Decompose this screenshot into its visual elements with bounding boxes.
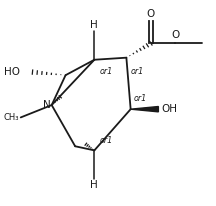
Text: HO: HO <box>4 67 20 77</box>
Text: H: H <box>91 180 98 190</box>
Text: OH: OH <box>162 104 178 114</box>
Text: CH₃: CH₃ <box>3 113 19 122</box>
Text: or1: or1 <box>100 136 113 145</box>
Text: H: H <box>91 20 98 30</box>
Text: O: O <box>147 9 155 19</box>
Text: O: O <box>171 29 179 40</box>
Text: or1: or1 <box>130 67 143 76</box>
Text: or1: or1 <box>134 94 147 103</box>
Text: N: N <box>43 100 51 110</box>
Text: or1: or1 <box>100 67 113 76</box>
Polygon shape <box>131 107 158 112</box>
